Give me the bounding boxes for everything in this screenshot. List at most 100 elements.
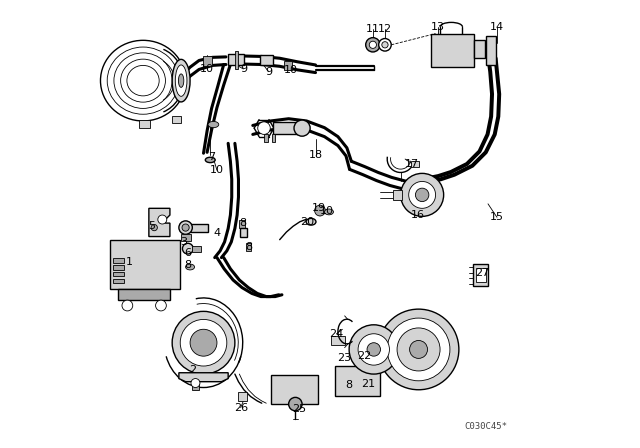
- Circle shape: [191, 379, 200, 388]
- Bar: [271, 375, 317, 404]
- Circle shape: [409, 181, 436, 208]
- Circle shape: [151, 224, 157, 231]
- Circle shape: [190, 329, 217, 356]
- Bar: [393, 190, 402, 200]
- Text: 8: 8: [239, 218, 246, 228]
- Text: 2: 2: [189, 365, 196, 375]
- Ellipse shape: [175, 65, 187, 96]
- Text: 26: 26: [234, 403, 248, 413]
- Ellipse shape: [208, 121, 219, 128]
- Circle shape: [294, 120, 310, 136]
- Text: 8: 8: [245, 242, 252, 252]
- Bar: [235, 51, 239, 69]
- Text: 3: 3: [180, 237, 187, 247]
- Text: 5: 5: [148, 221, 156, 231]
- Bar: [431, 34, 474, 67]
- Bar: [412, 161, 419, 167]
- Circle shape: [379, 39, 391, 51]
- Polygon shape: [179, 373, 228, 382]
- Circle shape: [365, 38, 380, 52]
- Bar: [271, 134, 275, 142]
- Text: 4: 4: [213, 228, 221, 238]
- Text: 25: 25: [292, 404, 306, 414]
- Bar: [246, 243, 252, 251]
- Text: 12: 12: [378, 24, 392, 34]
- Circle shape: [182, 243, 193, 254]
- Circle shape: [182, 224, 189, 231]
- Text: 17: 17: [404, 159, 419, 168]
- Circle shape: [401, 173, 444, 216]
- Circle shape: [172, 311, 235, 374]
- Text: 21: 21: [362, 379, 376, 389]
- Ellipse shape: [306, 218, 316, 225]
- Bar: [284, 61, 292, 70]
- Bar: [239, 220, 244, 228]
- Text: 10: 10: [210, 165, 224, 175]
- Bar: [113, 279, 124, 283]
- Bar: [203, 56, 212, 66]
- Bar: [476, 268, 486, 282]
- Text: 22: 22: [356, 351, 371, 361]
- Text: 8: 8: [184, 260, 191, 270]
- Text: 24: 24: [330, 329, 344, 339]
- Bar: [473, 264, 488, 286]
- Bar: [486, 36, 495, 65]
- Circle shape: [410, 340, 428, 358]
- Bar: [335, 366, 380, 396]
- Circle shape: [382, 42, 388, 48]
- Bar: [110, 240, 180, 289]
- Bar: [113, 258, 124, 263]
- Text: 10: 10: [200, 64, 214, 74]
- Bar: [138, 120, 150, 128]
- Circle shape: [258, 122, 270, 134]
- Text: 7: 7: [208, 152, 215, 162]
- Circle shape: [415, 188, 429, 202]
- Text: 11: 11: [366, 24, 380, 34]
- Circle shape: [289, 397, 302, 411]
- Circle shape: [367, 343, 380, 356]
- Bar: [260, 55, 273, 65]
- Text: 19: 19: [312, 203, 326, 213]
- Bar: [172, 116, 181, 123]
- Bar: [474, 40, 485, 58]
- Bar: [273, 122, 300, 134]
- Bar: [181, 234, 191, 241]
- Ellipse shape: [205, 157, 215, 163]
- Circle shape: [378, 309, 459, 390]
- Text: 9: 9: [240, 64, 247, 74]
- Bar: [192, 382, 199, 390]
- Text: 10: 10: [284, 65, 298, 75]
- Text: 16: 16: [411, 210, 425, 220]
- Circle shape: [156, 300, 166, 311]
- Bar: [264, 134, 268, 142]
- Circle shape: [358, 334, 389, 365]
- Bar: [228, 54, 244, 65]
- Bar: [190, 224, 208, 232]
- Circle shape: [479, 44, 490, 55]
- Text: 9: 9: [265, 67, 272, 77]
- Circle shape: [387, 318, 450, 381]
- Bar: [113, 265, 124, 270]
- Text: 18: 18: [308, 150, 323, 159]
- Text: 13: 13: [431, 22, 445, 32]
- Text: 1: 1: [126, 257, 133, 267]
- Bar: [113, 272, 124, 276]
- Bar: [239, 392, 246, 401]
- Ellipse shape: [179, 74, 184, 87]
- Text: 8: 8: [346, 380, 353, 390]
- Bar: [240, 228, 248, 237]
- Text: 10: 10: [320, 206, 333, 215]
- Text: 27: 27: [475, 268, 490, 278]
- Ellipse shape: [186, 264, 195, 270]
- Bar: [332, 336, 344, 345]
- Bar: [192, 246, 201, 252]
- Circle shape: [158, 215, 167, 224]
- Text: 15: 15: [490, 212, 504, 222]
- Circle shape: [122, 300, 132, 311]
- Polygon shape: [149, 208, 170, 237]
- Circle shape: [397, 328, 440, 371]
- Text: 6: 6: [184, 248, 191, 258]
- Text: 20: 20: [300, 217, 314, 227]
- Bar: [118, 289, 170, 300]
- Text: 14: 14: [490, 22, 504, 32]
